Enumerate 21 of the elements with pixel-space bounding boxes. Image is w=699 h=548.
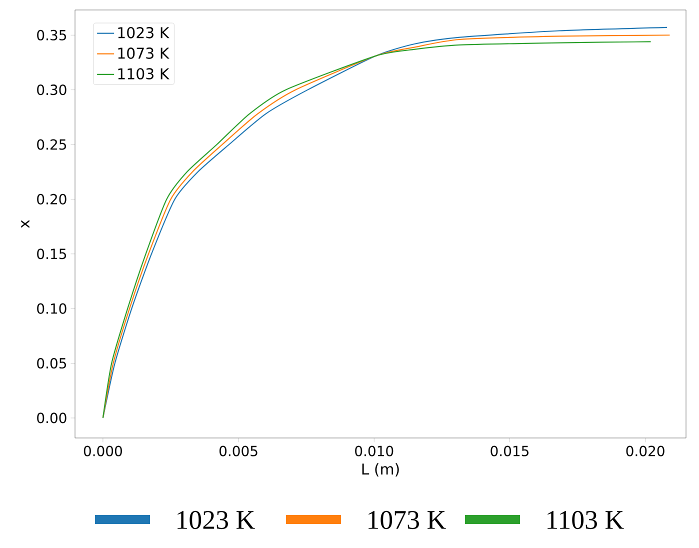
x-tick-label: 0.020 [626,446,664,456]
y-tick-label: 0.35 [37,30,66,40]
legend-label: 1073 K [118,48,170,59]
y-axis-title: x [21,220,30,228]
y-tick-label: 0.00 [37,412,66,424]
text: 1073 K [368,510,446,530]
x-axis-title: L (m) [362,463,399,476]
x-tick-label: 0.000 [84,446,122,456]
legend-label: 1023 K [118,27,170,38]
x-tick-label: 0.005 [219,446,258,456]
text: 1103 K [548,510,624,530]
y-tick-label: 0.30 [37,84,66,96]
y-tick-label: 0.10 [37,303,66,314]
y-tick-label: 0.05 [37,358,66,369]
legend-label: 1103 K [118,68,170,80]
y-tick-label: 0.15 [37,248,66,260]
x-tick-label: 0.010 [355,446,394,456]
x-tick-label: 0.015 [490,446,528,456]
text: 1023 K [178,510,255,530]
y-tick-label: 0.25 [37,139,66,150]
y-tick-label: 0.20 [37,194,66,204]
